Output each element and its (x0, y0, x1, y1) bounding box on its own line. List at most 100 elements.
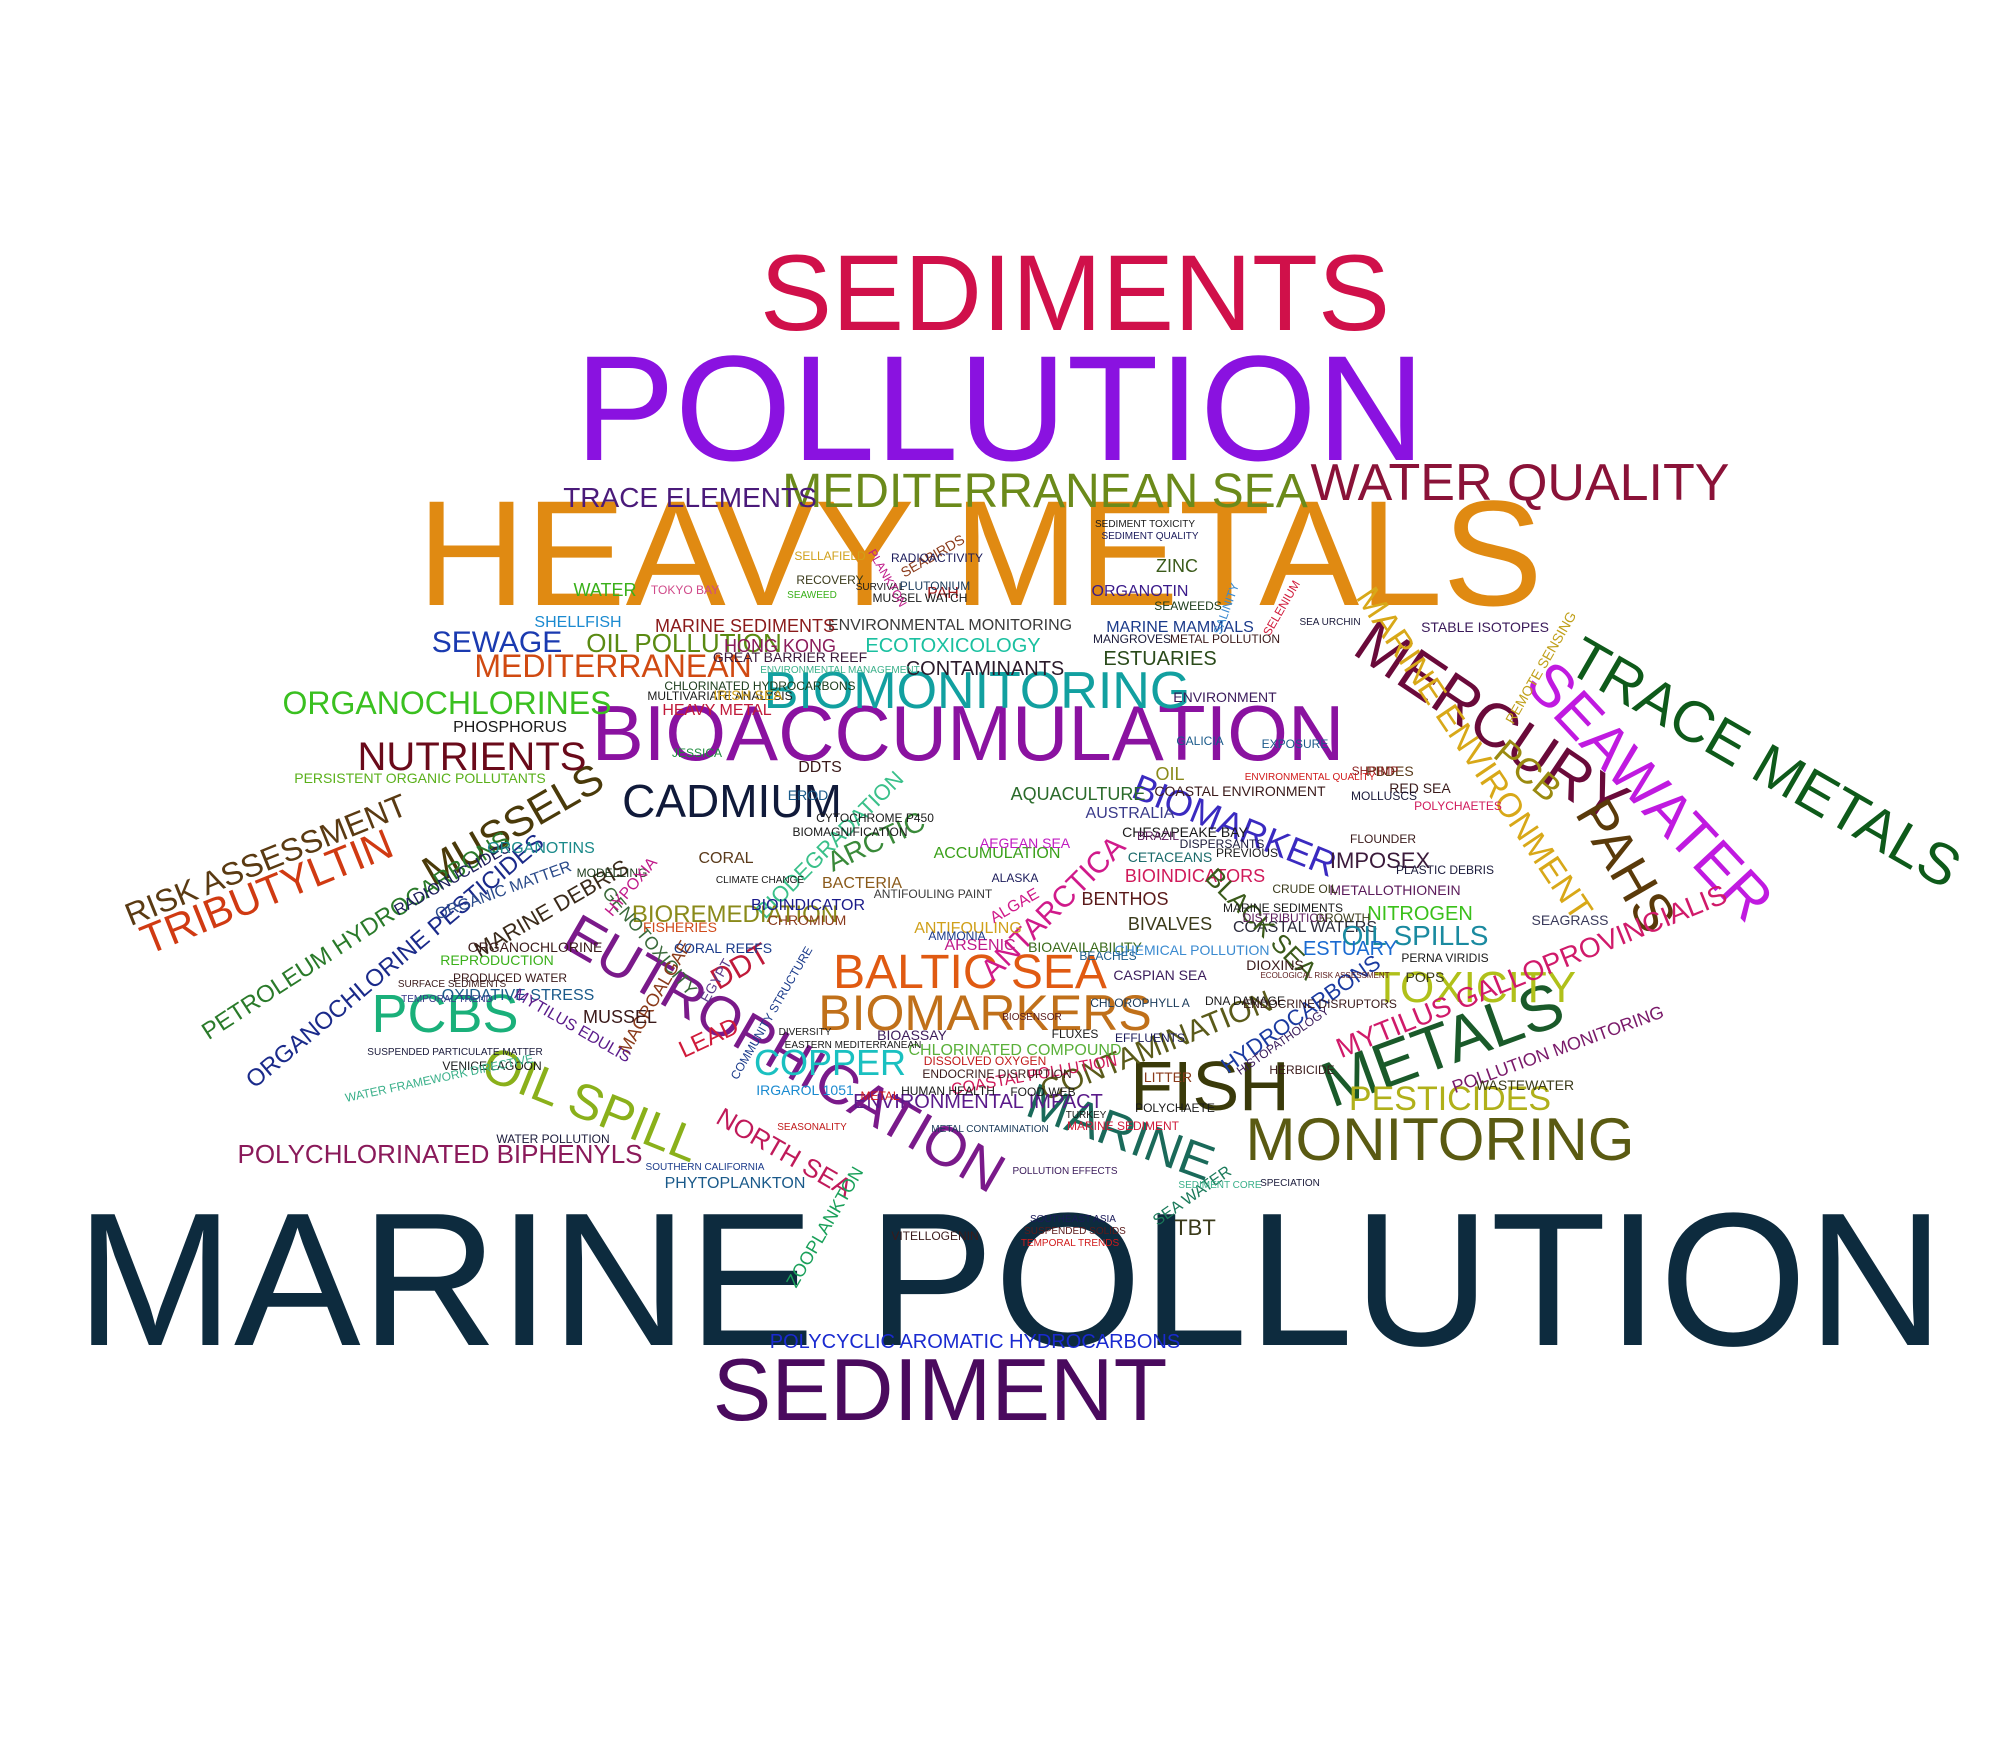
word-organochlorine: ORGANOCHLORINE (468, 939, 603, 955)
word-polycyclic-aromatic-hydrocarbons: POLYCYCLIC AROMATIC HYDROCARBONS (770, 1331, 1180, 1353)
word-polychaetes: POLYCHAETES (1414, 799, 1502, 813)
word-heavy-metal: HEAVY METAL (662, 702, 771, 719)
word-sewage: SEWAGE (432, 626, 563, 659)
word-sediment-quality: SEDIMENT QUALITY (1101, 531, 1198, 542)
word-organotin: ORGANOTIN (1092, 583, 1189, 600)
word-mangroves: MANGROVES (1093, 632, 1171, 646)
word-phytoplankton: PHYTOPLANKTON (665, 1175, 806, 1192)
word-marine-sediments: MARINE SEDIMENTS (1223, 901, 1343, 915)
word-monitoring: MONITORING (1246, 1106, 1635, 1173)
word-vitellogenin: VITELLOGENIN (891, 1229, 978, 1243)
word-marine-pollution: MARINE POLLUTION (76, 1174, 1945, 1386)
word-toxicity: TOXICITY (1374, 963, 1576, 1012)
word-temporal-trend: TEMPORAL TREND (401, 994, 493, 1005)
word-bacteria: BACTERIA (822, 875, 902, 892)
word-stable-isotopes: STABLE ISOTOPES (1421, 619, 1549, 635)
word-environmental-impact: ENVIRONMENTAL IMPACT (853, 1091, 1103, 1113)
word-reproduction: REPRODUCTION (440, 952, 554, 968)
word-dioxins: DIOXINS (1246, 957, 1304, 973)
word-recovery: RECOVERY (796, 573, 863, 587)
word-multivariate-analysis: MULTIVARIATE ANALYSIS (647, 689, 792, 703)
word-bioremediation: BIOREMEDIATION (632, 901, 838, 928)
word-fluxes: FLUXES (1052, 1027, 1099, 1041)
word-oxidative-stress: OXIDATIVE STRESS (442, 987, 595, 1004)
word-environmental-management: ENVIRONMENTAL MANAGEMENT (760, 665, 919, 676)
word-sellafield: SELLAFIELD (794, 549, 866, 563)
word-distribution: DISTRIBUTION (1243, 911, 1328, 925)
word-diversity: DIVERSITY (779, 1027, 832, 1038)
word-southern-california: SOUTHERN CALIFORNIA (646, 1162, 765, 1173)
word-great-barrier-reef: GREAT BARRIER REEF (713, 649, 867, 665)
word-seasonality: SEASONALITY (777, 1122, 847, 1133)
word-bioassay: BIOASSAY (877, 1027, 947, 1043)
word-persistent-organic-pollutants: PERSISTENT ORGANIC POLLUTANTS (294, 770, 546, 786)
word-pesticides: PESTICIDES (1349, 1080, 1551, 1118)
word-contaminants: CONTAMINANTS (906, 658, 1065, 680)
word-copper: COPPER (754, 1042, 906, 1083)
word-southeast-asia: SOUTHEAST ASIA (1030, 1214, 1116, 1225)
word-pbdes: PBDES (1366, 763, 1413, 779)
word-metallothionein: METALLOTHIONEIN (1329, 882, 1460, 898)
word-oil-pollution: OIL POLLUTION (586, 628, 782, 658)
word-tbt: TBT (1174, 1215, 1216, 1240)
word-nitrogen: NITROGEN (1367, 903, 1473, 925)
word-endocrine-disruption: ENDOCRINE DISRUPTION (922, 1067, 1071, 1081)
word-marine-sediment: MARINE SEDIMENT (1067, 1119, 1180, 1133)
word-biomarkers: BIOMARKERS (818, 985, 1151, 1041)
word-dna-damage: DNA DAMAGE (1205, 994, 1285, 1008)
word-polychaete: POLYCHAETE (1135, 1101, 1215, 1115)
word-chlorinated-compound: CHLORINATED COMPOUND (908, 1042, 1121, 1059)
word-bioaccumulation: BIOACCUMULATION (592, 689, 1345, 777)
word-red-sea: RED SEA (1389, 780, 1451, 796)
word-chesapeake-bay: CHESAPEAKE BAY (1122, 824, 1248, 840)
word-arsenic: ARSENIC (944, 937, 1015, 954)
word-shellfish: SHELLFISH (534, 614, 621, 631)
word-food-web: FOOD WEB (1010, 1085, 1075, 1099)
word-plutonium: PLUTONIUM (900, 579, 970, 593)
word-pollution-effects: POLLUTION EFFECTS (1012, 1166, 1117, 1177)
word-polychlorinated-biphenyls: POLYCHLORINATED BIPHENYLS (237, 1139, 642, 1169)
word-tokyo-bay: TOKYO BAY (651, 583, 719, 597)
word-zinc: ZINC (1156, 556, 1198, 576)
word-sediment-toxicity: SEDIMENT TOXICITY (1095, 519, 1195, 530)
word-chlorophyll-a: CHLOROPHYLL A (1090, 996, 1190, 1010)
word-survival: SURVIVAL (856, 582, 905, 593)
word-mediterranean: MEDITERRANEAN (474, 648, 751, 684)
word-fish: FISH (1130, 1047, 1289, 1125)
word-cytochrome-p450: CYTOCHROME P450 (816, 811, 934, 825)
word-irgarol-1051: IRGAROL 1051 (756, 1082, 854, 1098)
word-seaweed: SEAWEED (787, 590, 837, 601)
word-suspended-solids: SUSPENDED SOLIDS (1024, 1226, 1126, 1237)
word-beaches: BEACHES (1079, 949, 1136, 963)
word-perna-viridis: PERNA VIRIDIS (1401, 951, 1488, 965)
word-crude-oil: CRUDE OIL (1272, 882, 1338, 896)
word-accumulation: ACCUMULATION (934, 845, 1061, 862)
word-seagrass: SEAGRASS (1531, 912, 1608, 928)
word-coral: CORAL (698, 850, 753, 867)
word-nutrients: NUTRIENTS (358, 735, 587, 779)
word-venice-lagoon: VENICE LAGOON (442, 1059, 541, 1073)
word-flounder: FLOUNDER (1350, 832, 1416, 846)
word-human-health: HUMAN HEALTH (901, 1084, 995, 1098)
word-antifouling-paint: ANTIFOULING PAINT (874, 887, 993, 901)
word-phosphorus: PHOSPHORUS (453, 719, 567, 736)
word-coastal-waters: COASTAL WATERS (1233, 919, 1377, 936)
word-cetaceans: CETACEANS (1128, 849, 1213, 865)
word-environmental-monitoring: ENVIRONMENTAL MONITORING (828, 617, 1072, 634)
word-plastic-debris: PLASTIC DEBRIS (1396, 863, 1494, 877)
word-mediterranean-sea: MEDITERRANEAN SEA (782, 465, 1307, 518)
word-organotins: ORGANOTINS (487, 840, 595, 857)
word-fisheries: FISHERIES (643, 919, 717, 935)
word-ammonia: AMMONIA (928, 929, 985, 943)
word-marine-sediments: MARINE SEDIMENTS (655, 616, 835, 636)
word-endocrine-disruptors: ENDOCRINE DISRUPTORS (1243, 997, 1397, 1011)
word-heavy-metals: HEAVY METALS (417, 469, 1542, 637)
word-speciation: SPECIATION (1260, 1178, 1320, 1189)
word-cadmium: CADMIUM (622, 775, 842, 827)
word-water: WATER (574, 580, 637, 600)
word-organochlorines: ORGANOCHLORINES (283, 685, 612, 721)
word-australia: AUSTRALIA (1086, 805, 1175, 822)
word-biomagnification: BIOMAGNIFICATION (792, 825, 907, 839)
word-litter: LITTER (1144, 1069, 1192, 1085)
word-aquaculture: AQUACULTURE (1011, 784, 1146, 804)
